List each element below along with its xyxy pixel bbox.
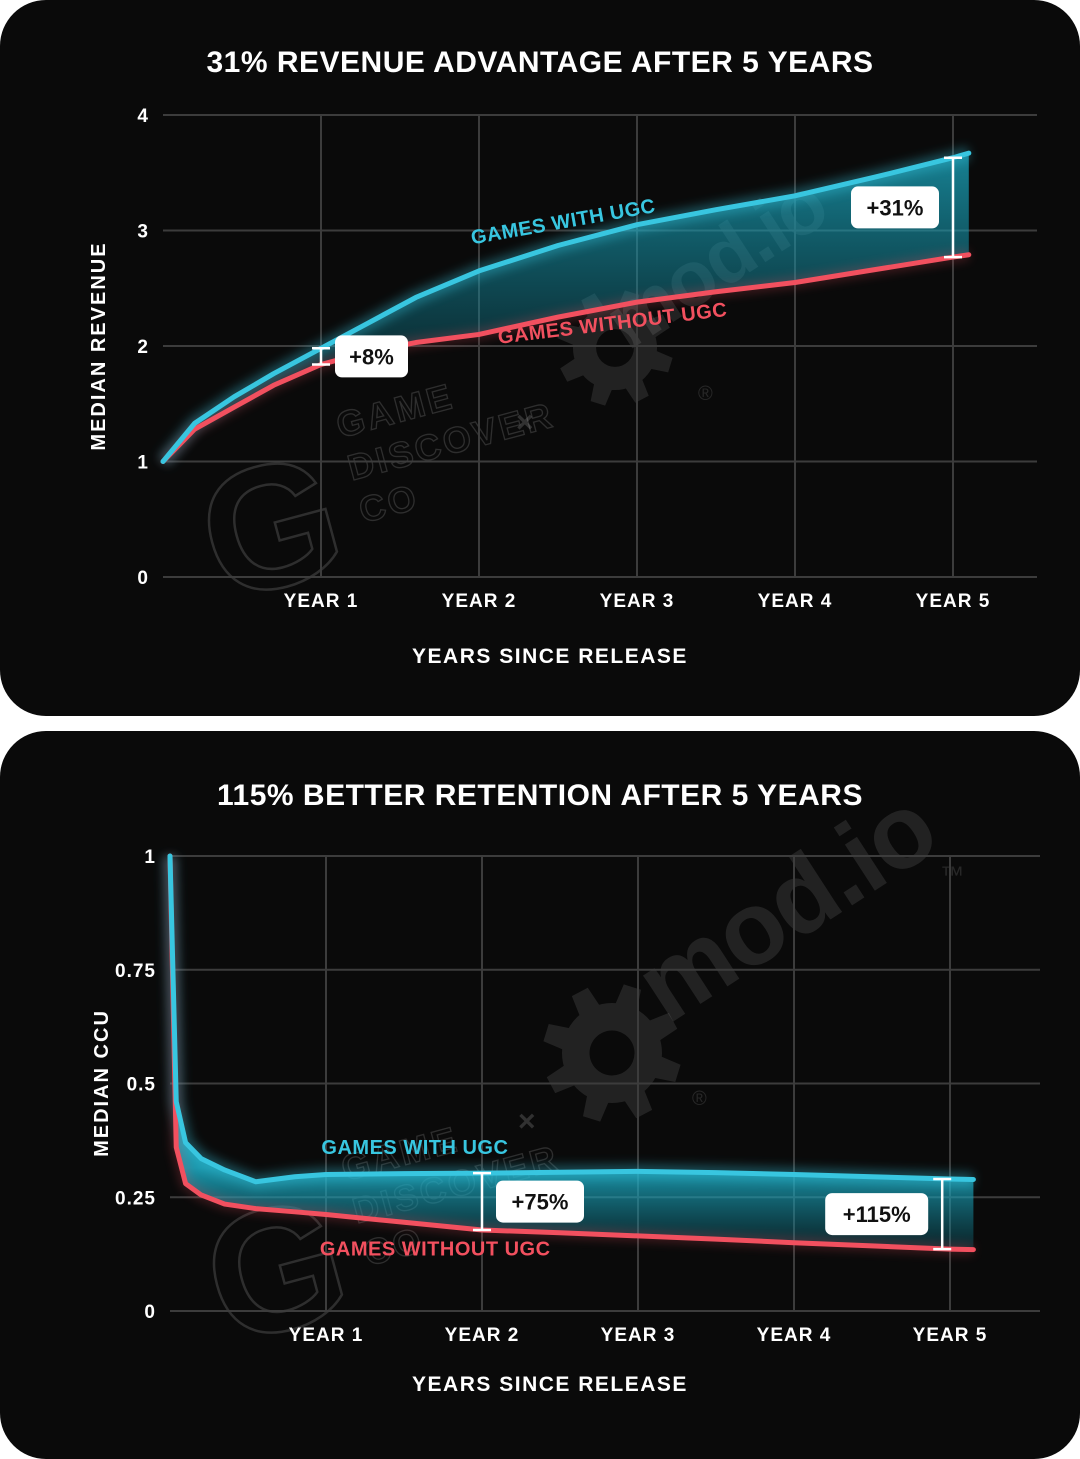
x-tick-label: YEAR 2 xyxy=(445,1325,520,1346)
annotation-8pct: +8% xyxy=(312,335,408,378)
series-line-games-with-ugc xyxy=(167,853,976,1185)
annotation-31pct: +31% xyxy=(851,156,962,259)
retention-chart-title: 115% BETTER RETENTION AFTER 5 YEARS xyxy=(217,779,863,812)
y-tick-label: 4 xyxy=(137,106,149,127)
annotation-label: +31% xyxy=(867,195,924,220)
series-line-games-with-ugc xyxy=(160,150,972,464)
x-tick-label: YEAR 5 xyxy=(916,591,991,612)
modio-gear-icon xyxy=(543,984,681,1122)
x-tick-label: YEAR 4 xyxy=(757,1325,832,1346)
registered-mark: ® xyxy=(698,383,713,405)
annotation-box xyxy=(496,1180,584,1223)
annotation-label: +75% xyxy=(512,1190,569,1215)
y-axis-label: MEDIAN REVENUE xyxy=(88,241,110,450)
y-tick-label: 0 xyxy=(144,1302,156,1323)
collab-x-mark: × xyxy=(518,1105,536,1138)
collab-x-mark: × xyxy=(516,406,534,439)
trademark-mark: ™ xyxy=(940,862,964,889)
y-tick-label: 0 xyxy=(137,568,149,589)
y-tick-label: 0.5 xyxy=(127,1075,156,1096)
registered-mark: ® xyxy=(692,1088,707,1110)
annotation-box xyxy=(851,186,939,229)
x-tick-label: YEAR 3 xyxy=(600,591,675,612)
retention-x-axis-label: YEARS SINCE RELEASE xyxy=(412,1373,688,1396)
revenue-chart-title: 31% REVENUE ADVANTAGE AFTER 5 YEARS xyxy=(206,46,874,79)
x-tick-label: YEAR 5 xyxy=(913,1325,988,1346)
annotation-label: +8% xyxy=(349,344,394,369)
annotation-75pct: +75% xyxy=(473,1171,584,1232)
retention-chart: GGAMEDISCOVERCO×mod.io®™00.250.50.751YEA… xyxy=(91,768,1040,1384)
revenue-chart-panel: 31% REVENUE ADVANTAGE AFTER 5 YEARS G GAM… xyxy=(0,0,1080,716)
series-label: GAMES WITH UGC xyxy=(321,1137,508,1159)
y-tick-label: 0.75 xyxy=(115,961,156,982)
x-tick-label: YEAR 3 xyxy=(601,1325,676,1346)
annotation-box xyxy=(825,1193,929,1236)
y-tick-label: 1 xyxy=(144,847,156,868)
series-label: GAMES WITHOUT UGC xyxy=(320,1238,551,1260)
x-tick-label: YEAR 1 xyxy=(289,1325,364,1346)
series-line-games-without-ugc xyxy=(160,252,972,464)
revenue-x-axis-label: YEARS SINCE RELEASE xyxy=(412,645,688,668)
annotation-box xyxy=(335,335,408,378)
x-tick-label: YEAR 1 xyxy=(284,591,359,612)
annotation-115pct: +115% xyxy=(825,1177,952,1251)
retention-chart-panel: 115% BETTER RETENTION AFTER 5 YEARS G GAM… xyxy=(0,731,1080,1459)
x-tick-label: YEAR 4 xyxy=(758,591,833,612)
x-tick-label: YEAR 2 xyxy=(442,591,517,612)
y-tick-label: 1 xyxy=(137,453,149,474)
y-axis-label: MEDIAN CCU xyxy=(91,1009,113,1157)
series-line-games-without-ugc xyxy=(167,853,976,1253)
y-tick-label: 0.25 xyxy=(115,1188,156,1209)
y-tick-label: 2 xyxy=(137,337,149,358)
area-between-lines xyxy=(163,153,969,462)
y-tick-label: 3 xyxy=(137,222,149,243)
modio-gear-icon xyxy=(557,290,673,406)
annotation-label: +115% xyxy=(843,1202,911,1227)
